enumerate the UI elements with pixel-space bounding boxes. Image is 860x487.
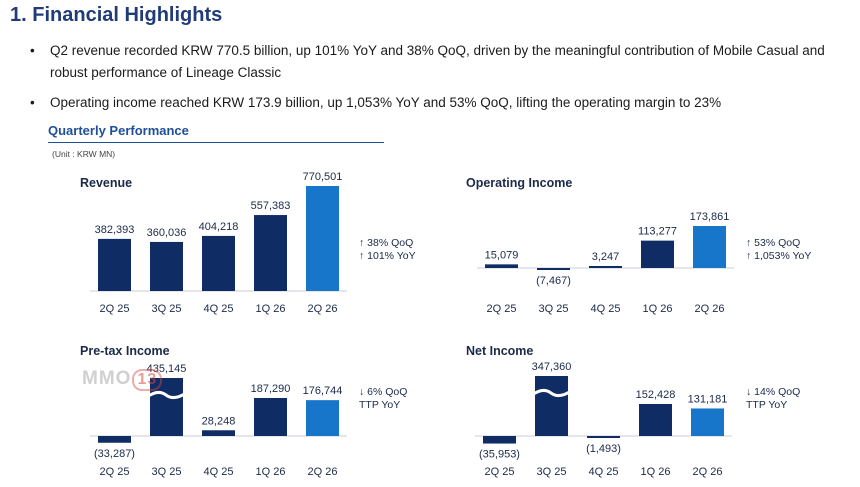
- tick-label: 2Q 25: [485, 466, 515, 478]
- growth-annotation: ↑ 101% YoY: [359, 250, 416, 262]
- chart-revenue: Revenue 382,393 2Q 25 360,036 3Q 25 404,218 4Q…: [80, 171, 416, 315]
- tick-label: 4Q 25: [589, 466, 619, 478]
- growth-annotation: TTP YoY: [746, 399, 787, 411]
- bar: [535, 376, 568, 436]
- tick-label: 3Q 25: [539, 303, 569, 315]
- tick-label: 4Q 25: [204, 466, 234, 478]
- data-label: 113,277: [638, 226, 677, 238]
- growth-annotation: ↑ 38% QoQ: [359, 237, 413, 249]
- chart-title: Revenue: [80, 176, 132, 190]
- chart-title: Pre-tax Income: [80, 344, 170, 358]
- tick-label: 2Q 25: [100, 303, 130, 315]
- chart-operating-income: Operating Income 15,079 2Q 25 (7,467) 3Q 25 3…: [466, 176, 811, 315]
- data-label: 131,181: [688, 393, 728, 405]
- data-label: 176,744: [303, 385, 343, 397]
- bar: [691, 408, 724, 436]
- growth-annotation: ↓ 6% QoQ: [359, 386, 407, 398]
- chart-net-income: Net Income (35,953) 2Q 25 347,360 3Q 25 (1,49…: [466, 344, 800, 478]
- bullet-text: Q2 revenue recorded KRW 770.5 billion, u…: [50, 43, 825, 80]
- bullet-dot-icon: •: [30, 43, 35, 58]
- data-label: 360,036: [147, 227, 187, 239]
- bullet-text: Operating income reached KRW 173.9 billi…: [50, 95, 722, 110]
- tick-label: 3Q 25: [152, 466, 182, 478]
- tick-label: 1Q 26: [256, 303, 286, 315]
- bar: [254, 215, 287, 291]
- growth-annotation: ↑ 1,053% YoY: [746, 250, 811, 262]
- tick-label: 2Q 26: [695, 303, 725, 315]
- data-label: 347,360: [532, 361, 572, 373]
- bullet-dot-icon: •: [30, 95, 35, 110]
- chart-title: Net Income: [466, 344, 533, 358]
- bar: [306, 186, 339, 291]
- tick-label: 2Q 26: [308, 303, 338, 315]
- bar: [306, 400, 339, 436]
- bar: [485, 264, 518, 268]
- growth-annotation: ↑ 53% QoQ: [746, 237, 800, 249]
- data-label: 152,428: [636, 389, 676, 401]
- tick-label: 1Q 26: [256, 466, 286, 478]
- tick-label: 4Q 25: [204, 303, 234, 315]
- data-label: (7,467): [536, 275, 571, 287]
- bar: [693, 226, 726, 268]
- tick-label: 2Q 26: [308, 466, 338, 478]
- axis-break-mark: [531, 388, 572, 398]
- tick-label: 1Q 26: [643, 303, 673, 315]
- tick-label: 1Q 26: [641, 466, 671, 478]
- bar: [587, 436, 620, 438]
- bar: [202, 430, 235, 436]
- watermark-logo: MMO 13: [82, 368, 163, 391]
- chart-title: Operating Income: [466, 176, 572, 190]
- data-label: (35,953): [479, 449, 520, 461]
- tick-label: 4Q 25: [591, 303, 621, 315]
- section-title: Quarterly Performance: [48, 123, 189, 138]
- data-label: (1,493): [586, 443, 621, 455]
- tick-label: 2Q 25: [487, 303, 517, 315]
- data-label: 3,247: [592, 251, 620, 263]
- unit-label: (Unit : KRW MN): [52, 149, 116, 159]
- growth-annotation: TTP YoY: [359, 399, 400, 411]
- tick-label: 3Q 25: [537, 466, 567, 478]
- bar: [150, 241, 183, 291]
- bar: [254, 398, 287, 436]
- tick-label: 2Q 25: [100, 466, 130, 478]
- data-label: 557,383: [251, 200, 291, 212]
- tick-label: 2Q 26: [693, 466, 723, 478]
- axis-break-mark: [146, 390, 187, 400]
- bar: [589, 266, 622, 268]
- data-label: (33,287): [94, 448, 135, 460]
- data-label: 404,218: [199, 221, 239, 233]
- data-label: 15,079: [485, 249, 519, 261]
- bar: [202, 235, 235, 291]
- section-divider: [48, 142, 384, 143]
- bar: [641, 240, 674, 268]
- page-title: 1. Financial Highlights: [10, 4, 223, 26]
- data-label: 28,248: [202, 415, 236, 427]
- tick-label: 3Q 25: [152, 303, 182, 315]
- bar: [98, 238, 131, 291]
- data-label: 187,290: [251, 383, 291, 395]
- data-label: 173,861: [690, 211, 730, 223]
- growth-annotation: ↓ 14% QoQ: [746, 386, 800, 398]
- bar: [639, 404, 672, 436]
- bar: [483, 436, 516, 444]
- data-label: 382,393: [95, 224, 135, 236]
- data-label: 770,501: [303, 171, 343, 183]
- bar: [98, 436, 131, 443]
- bar: [537, 268, 570, 270]
